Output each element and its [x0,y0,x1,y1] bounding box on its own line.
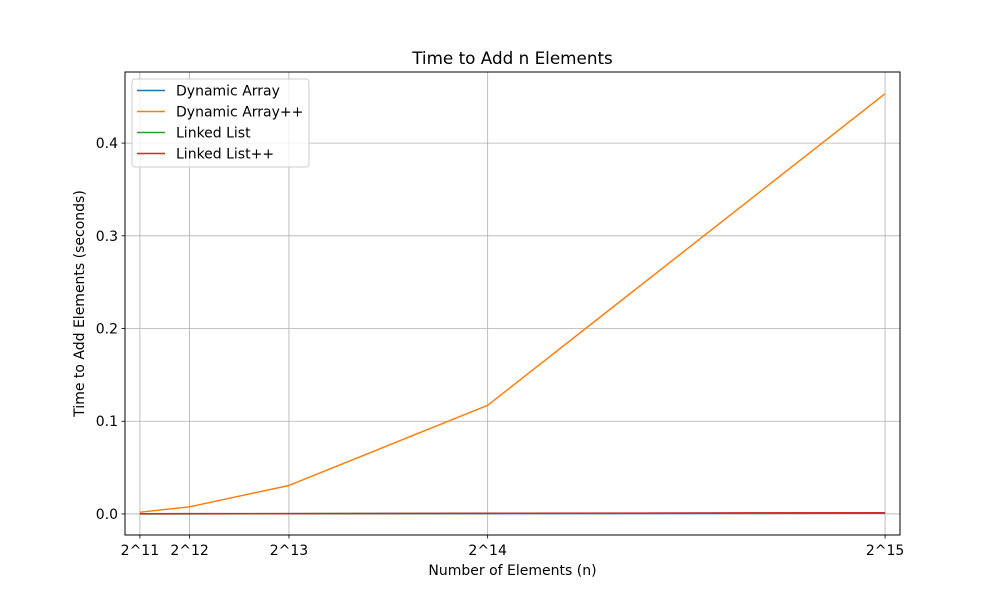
y-axis-label: Time to Add Elements (seconds) [72,190,88,418]
y-tick-label: 0.4 [96,136,118,152]
plot-frame [124,71,901,536]
legend-label-dynamic-array-plus-plus: Dynamic Array++ [176,105,303,121]
x-tick-label: 2^13 [270,543,308,559]
x-tick-layer: 2^11 2^12 2^13 2^14 2^15 [121,535,904,559]
y-tick-label: 0.3 [96,229,118,245]
x-tick-label: 2^12 [170,543,208,559]
legend-box [131,78,310,168]
y-tick-layer: 0.0 0.1 0.2 0.3 0.4 [96,136,125,523]
chart-title: Time to Add n Elements [411,48,613,68]
x-axis-label: Number of Elements (n) [428,563,596,579]
series-line-linked-list-plus-plus [139,512,886,515]
y-tick-label: 0.0 [96,507,118,523]
x-tick-label: 2^14 [468,543,507,559]
legend-label-linked-list: Linked List [176,126,251,142]
y-tick-label: 0.2 [96,322,118,338]
legend-items: Dynamic Array Dynamic Array++ Linked List L… [137,84,303,163]
y-tick-label: 0.1 [96,414,118,430]
x-tick-label: 2^11 [121,543,159,559]
x-tick-label: 2^15 [866,543,904,559]
series-layer [139,93,886,515]
legend-label-dynamic-array: Dynamic Array [176,84,280,100]
legend-label-linked-list-plus-plus: Linked List++ [176,147,274,163]
legend: Dynamic Array Dynamic Array++ Linked List L… [131,78,310,168]
series-line-dynamic-array-plus-plus [139,93,886,513]
